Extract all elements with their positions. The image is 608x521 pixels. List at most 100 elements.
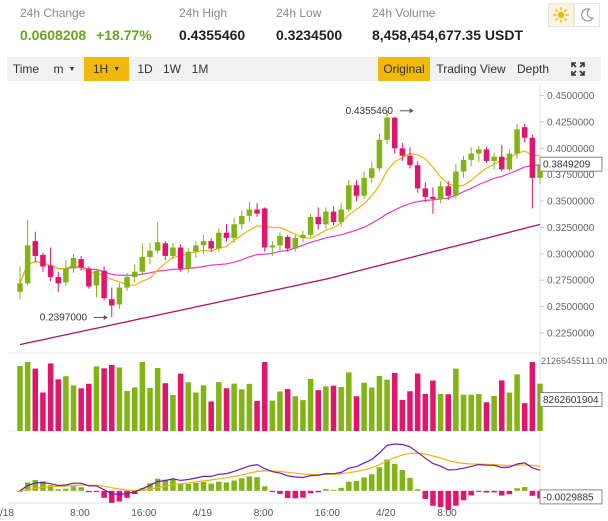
candle-body[interactable] (414, 165, 421, 189)
candle-body[interactable] (185, 251, 191, 269)
fullscreen-button[interactable] (563, 57, 593, 81)
candle-body[interactable] (70, 258, 77, 269)
hour-interval-dropdown[interactable]: 1H ▼ (84, 57, 129, 81)
candle-body[interactable] (277, 235, 283, 246)
candle-body[interactable] (491, 156, 497, 161)
candle-body[interactable] (254, 209, 260, 214)
candle-body[interactable] (47, 265, 54, 278)
macd-histogram-bar (376, 467, 383, 491)
candle-body[interactable] (208, 241, 214, 249)
candle-body[interactable] (139, 256, 146, 272)
candle-body[interactable] (514, 129, 520, 154)
candle-body[interactable] (391, 117, 398, 149)
candle-body[interactable] (193, 245, 199, 252)
macd-histogram-bar (254, 477, 260, 491)
candle-body[interactable] (78, 259, 84, 268)
candle-body[interactable] (292, 237, 299, 249)
candle-body[interactable] (445, 186, 451, 196)
candle-body[interactable] (200, 241, 207, 246)
candle-body[interactable] (170, 247, 176, 256)
macd-histogram-bar (70, 486, 77, 491)
macd-histogram-bar (346, 481, 352, 491)
candle-body[interactable] (116, 287, 123, 305)
candle-body[interactable] (430, 196, 436, 199)
candle-body[interactable] (506, 153, 513, 170)
candle-body[interactable] (284, 236, 291, 249)
candle-body[interactable] (346, 185, 352, 210)
volume-bar (70, 385, 77, 431)
candle-body[interactable] (231, 224, 237, 238)
candle-body[interactable] (422, 188, 429, 197)
candle-body[interactable] (353, 185, 360, 196)
candle-body[interactable] (499, 156, 505, 170)
original-view-button[interactable]: Original (378, 57, 430, 81)
candle-body[interactable] (399, 148, 406, 156)
candle-body[interactable] (32, 241, 39, 256)
volume-bar (17, 366, 23, 431)
candle-body[interactable] (261, 208, 268, 248)
candle-body[interactable] (521, 127, 528, 138)
candle-body[interactable] (223, 232, 230, 238)
candle-body[interactable] (55, 277, 61, 284)
candle-body[interactable] (300, 234, 306, 238)
candle-body[interactable] (323, 211, 329, 225)
candle-body[interactable] (147, 250, 153, 257)
candle-body[interactable] (86, 268, 92, 287)
candle-body[interactable] (376, 139, 383, 169)
macd-histogram-bar (338, 487, 344, 491)
candle-body[interactable] (269, 245, 276, 248)
theme-dark-button[interactable] (574, 3, 600, 27)
candle-body[interactable] (460, 159, 467, 172)
candle-body[interactable] (216, 232, 222, 249)
macd-histogram-bar (453, 490, 459, 506)
candle-body[interactable] (63, 268, 69, 283)
interval-1m-button[interactable]: 1M (191, 62, 209, 76)
candle-body[interactable] (529, 137, 536, 178)
candle-body[interactable] (361, 177, 367, 196)
minute-interval-dropdown[interactable]: m ▼ (47, 57, 82, 81)
candle-body[interactable] (93, 270, 100, 286)
ma-mid-line (19, 164, 541, 284)
candle-body[interactable] (177, 247, 184, 269)
candle-body[interactable] (384, 117, 390, 140)
candle-body[interactable] (17, 283, 23, 292)
candle-body[interactable] (124, 277, 130, 288)
candle-body[interactable] (154, 242, 161, 251)
chart-toolbar: Time m ▼ 1H ▼ 1D 1W 1M Original Trading Vi… (7, 57, 601, 81)
candle-body[interactable] (315, 216, 321, 225)
macd-histogram-bar (231, 480, 237, 491)
candle-body[interactable] (483, 149, 490, 161)
volume-bar (414, 373, 421, 431)
macd-histogram-bar (32, 479, 39, 491)
candle-body[interactable] (246, 209, 253, 216)
candle-body[interactable] (437, 186, 444, 199)
theme-light-button[interactable] (548, 3, 574, 27)
stat-label: 24h Change (20, 6, 86, 20)
interval-1w-button[interactable]: 1W (163, 62, 181, 76)
candle-body[interactable] (162, 243, 169, 256)
candle-body[interactable] (468, 153, 474, 160)
volume-bar (468, 394, 474, 431)
tradingview-button[interactable]: Trading View (436, 62, 506, 76)
candle-body[interactable] (369, 168, 375, 178)
depth-button[interactable]: Depth (516, 62, 550, 76)
candle-body[interactable] (407, 155, 413, 166)
price-chart[interactable]: 0.4500000 0.4250000 0.4000000 0.3750000 0.35… (0, 83, 608, 521)
candle-body[interactable] (307, 216, 314, 235)
candle-body[interactable] (453, 171, 459, 196)
candle-body[interactable] (109, 299, 115, 306)
candle-body[interactable] (24, 245, 31, 284)
candle-body[interactable] (40, 254, 46, 267)
candle-body[interactable] (476, 149, 482, 154)
candle-body[interactable] (101, 270, 107, 299)
current-volume-label: 8262601904 (543, 395, 599, 406)
volume-bar (223, 388, 230, 431)
candle-body[interactable] (131, 271, 138, 278)
current-volume-tag (539, 392, 603, 407)
volume-bar (93, 366, 100, 431)
candle-body[interactable] (239, 215, 245, 225)
candle-body[interactable] (330, 211, 337, 223)
candle-body[interactable] (338, 209, 344, 223)
interval-1d-button[interactable]: 1D (137, 62, 153, 76)
macd-histogram-bar (422, 490, 429, 499)
